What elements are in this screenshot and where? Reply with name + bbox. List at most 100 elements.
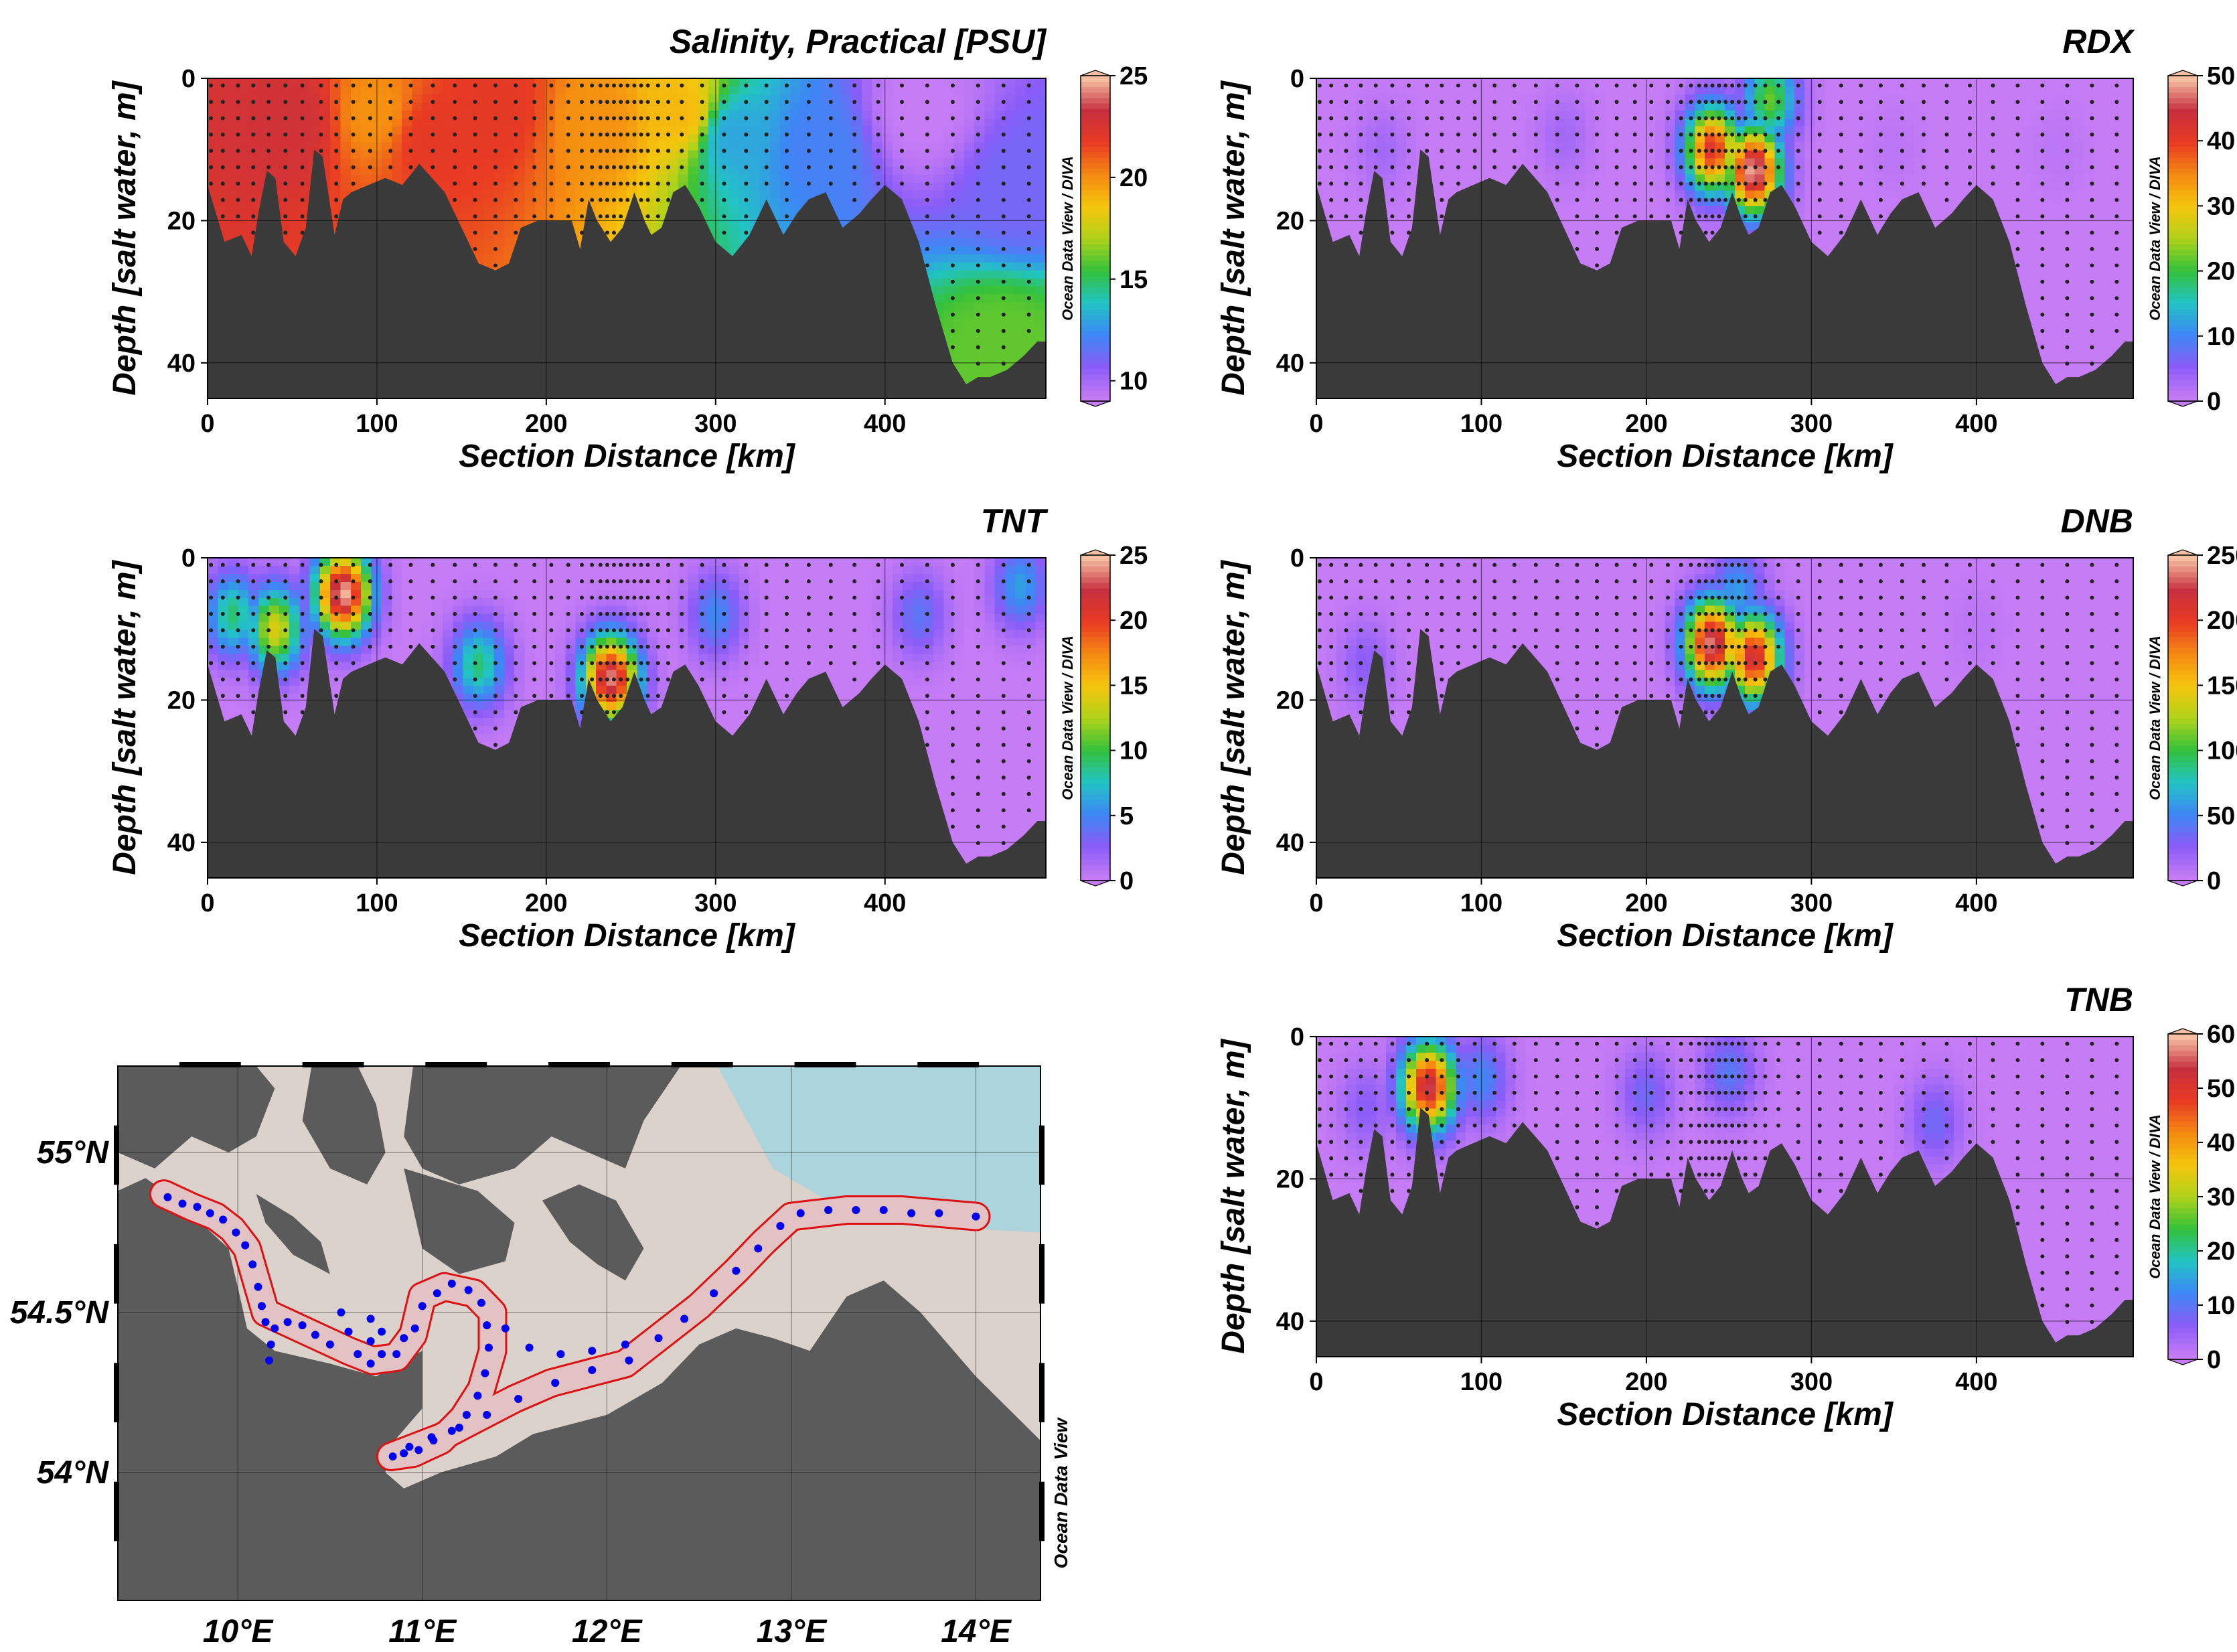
station-dot [251, 214, 256, 219]
station-dot [493, 743, 497, 747]
station-dot [1425, 149, 1430, 153]
station-dot [1555, 165, 1559, 169]
station-dot [431, 611, 435, 616]
colorbar-tick-label: 50 [2207, 62, 2235, 90]
station-dot [1968, 579, 1972, 584]
station-dot [764, 181, 769, 186]
colorbar-band [2168, 1077, 2197, 1083]
station-dot [2065, 214, 2070, 219]
station-dot [976, 808, 980, 813]
station-dot [785, 579, 789, 584]
station-dot [1555, 644, 1559, 649]
station-dot [852, 628, 857, 633]
station-dot [319, 149, 323, 153]
station-dot [612, 677, 616, 682]
station-dot [612, 198, 616, 202]
colorbar-band [2168, 1294, 2197, 1300]
station-dot [1407, 1156, 1411, 1160]
station-dot [605, 579, 609, 584]
station-dot [1407, 694, 1411, 698]
station-dot [925, 595, 929, 600]
station-dot [1968, 100, 1972, 104]
station-dot [2040, 181, 2045, 186]
station-dot [1703, 181, 1708, 186]
station-dot [580, 230, 584, 235]
station-dot [1344, 149, 1348, 153]
station-dot [1944, 661, 1949, 666]
colorbar-band [2168, 815, 2197, 822]
station-dot [334, 214, 339, 219]
station-dot [1817, 149, 1822, 153]
station-dot [1900, 644, 1904, 649]
station-dot [950, 214, 955, 219]
station-dot [2065, 100, 2070, 104]
station-dot [619, 661, 623, 666]
station-dot [334, 562, 339, 567]
station-dot [1859, 132, 1863, 137]
station-dot [925, 263, 929, 268]
station-dot [549, 198, 554, 202]
colorbar-band [1081, 858, 1110, 865]
colorbar-band [2168, 799, 2197, 806]
station-dot [1595, 1074, 1599, 1079]
station-dot [220, 100, 225, 104]
station-dot [493, 661, 497, 666]
station-dot [1968, 628, 1972, 633]
station-dot [1666, 1074, 1670, 1079]
station-dot [1001, 611, 1006, 616]
station-dot [1595, 677, 1599, 682]
station-dot [655, 595, 660, 600]
colorbar-band [2168, 1136, 2197, 1143]
station-dot [1736, 1156, 1741, 1160]
station-dot [1763, 579, 1768, 584]
station-dot [1632, 611, 1637, 616]
station-dot [1763, 132, 1768, 137]
map-station [392, 1350, 401, 1359]
station-dot [744, 214, 749, 219]
station-dot [1595, 214, 1599, 219]
station-dot [334, 149, 339, 153]
colorbar-band [1081, 696, 1110, 702]
colorbar-tick-label: 10 [2207, 323, 2235, 351]
station-dot [209, 181, 214, 186]
station-dot [334, 677, 339, 682]
station-dot [566, 595, 570, 600]
station-dot [744, 628, 749, 633]
map-lon-label: 14°E [941, 1614, 1012, 1649]
colorbar-band [2168, 620, 2197, 627]
station-dot [950, 329, 955, 333]
colorbar-band [1081, 826, 1110, 833]
station-dot [1944, 181, 1949, 186]
colorbar-band [2168, 669, 2197, 676]
colorbar-band [1081, 157, 1110, 163]
station-dot [950, 562, 955, 567]
colorbar-band [2168, 1191, 2197, 1197]
station-dot [493, 83, 497, 88]
station-dot [2040, 1107, 2045, 1112]
station-dot [1689, 628, 1693, 633]
station-dot [590, 595, 595, 600]
station-dot [1944, 149, 1949, 153]
station-dot [619, 628, 623, 633]
station-dot [785, 661, 789, 666]
station-dot [976, 775, 980, 780]
station-dot [1649, 611, 1654, 616]
station-dot [1859, 661, 1863, 666]
station-dot [453, 83, 457, 88]
station-dot [1359, 1058, 1363, 1063]
station-dot [2015, 149, 2020, 153]
station-dot [785, 198, 789, 202]
station-dot [1555, 83, 1559, 88]
station-dot [2090, 345, 2094, 350]
station-dot [1689, 1090, 1693, 1095]
station-dot [1001, 312, 1006, 317]
x-tick-label: 100 [1460, 889, 1502, 917]
station-dot [1763, 644, 1768, 649]
map-station [414, 1446, 423, 1454]
station-dot [2040, 83, 2045, 88]
station-dot [2065, 1254, 2070, 1259]
station-dot [209, 165, 214, 169]
station-dot [408, 132, 413, 137]
station-dot [1776, 628, 1781, 633]
